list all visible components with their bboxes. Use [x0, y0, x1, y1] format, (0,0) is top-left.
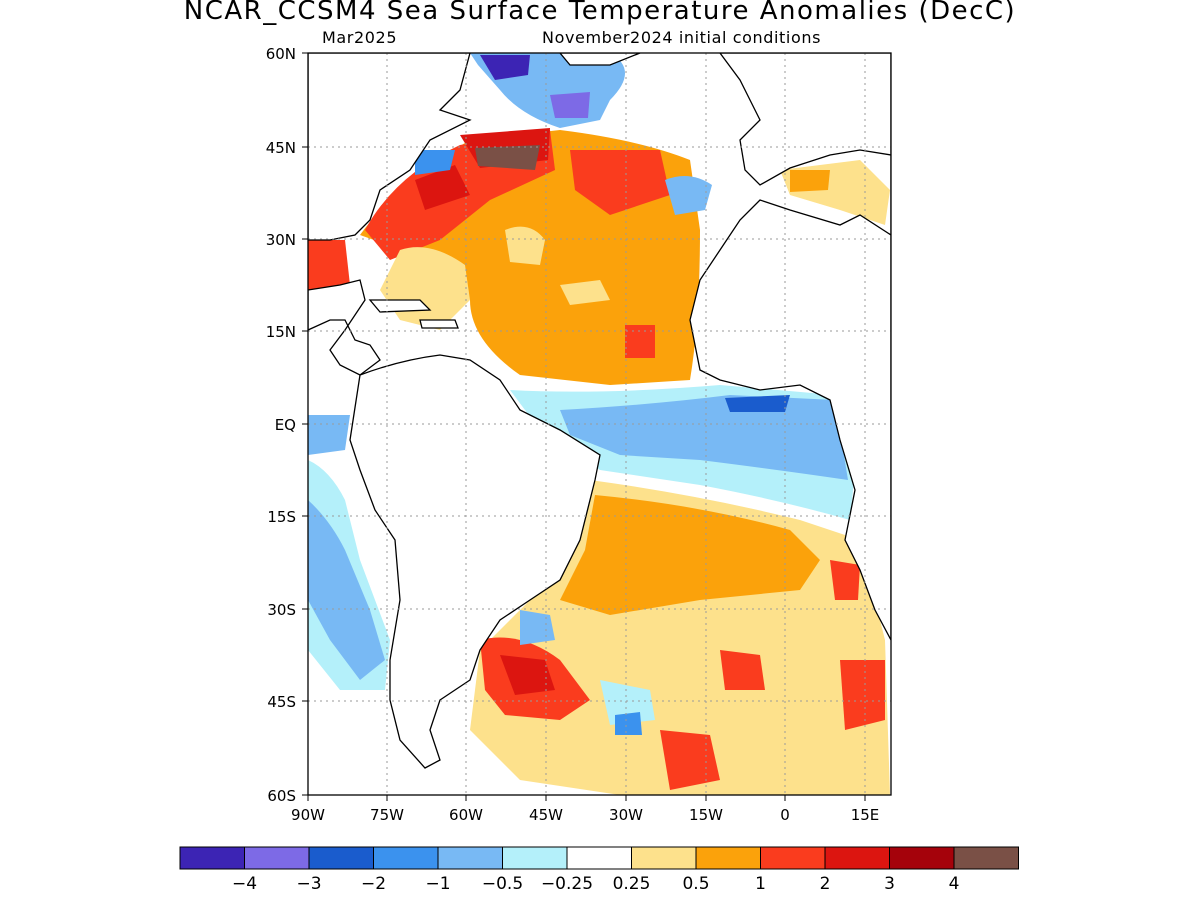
colorbar-label: 3 — [884, 874, 895, 894]
latitude-labels: 60N 45N 30N 15N EQ 15S 30S 45S 60S — [266, 45, 296, 805]
lon-label: 0 — [780, 806, 790, 824]
lat-label: 45N — [266, 139, 296, 157]
land-masses — [308, 53, 891, 769]
south-atlantic-warm-anomaly — [470, 480, 890, 795]
initial-conditions-label: November2024 initial conditions — [542, 28, 822, 47]
axis-ticks — [302, 52, 866, 801]
colorbar-swatch — [373, 846, 439, 870]
lat-label: 60S — [267, 787, 296, 805]
colorbar-swatch — [437, 846, 503, 870]
colorbar-swatch — [502, 846, 568, 870]
colorbar-label: 4 — [949, 874, 960, 894]
colorbar-label: −2 — [361, 874, 386, 894]
lon-label: 15W — [689, 806, 723, 824]
colorbar-swatch — [244, 846, 310, 870]
lat-label: 30S — [267, 601, 296, 619]
south-america-land — [349, 354, 601, 769]
colorbar-label: 0.25 — [613, 874, 651, 894]
lon-label: 45W — [529, 806, 563, 824]
labrador-sea-cold-anomaly — [415, 53, 712, 215]
equatorial-atlantic-cold-anomaly — [308, 385, 855, 520]
lon-label: 60W — [449, 806, 483, 824]
colorbar-label: 2 — [820, 874, 831, 894]
colorbar-swatch — [760, 846, 826, 870]
lat-label: 45S — [267, 693, 296, 711]
colorbar-swatch — [889, 846, 955, 870]
graticule — [308, 53, 891, 795]
colorbar-swatch — [631, 846, 697, 870]
colorbar-label: −0.5 — [482, 874, 523, 894]
longitude-labels: 90W 75W 60W 45W 30W 15W 0 15E — [291, 806, 879, 824]
colorbar-label: −0.25 — [541, 874, 593, 894]
colorbar-swatch — [179, 846, 245, 870]
lon-label: 30W — [609, 806, 643, 824]
colorbar-swatch — [566, 846, 632, 870]
north-america-land — [308, 53, 472, 241]
lat-label: 30N — [266, 231, 296, 249]
lat-label: 60N — [266, 45, 296, 63]
caribbean-islands — [368, 299, 459, 329]
lat-label: EQ — [275, 416, 296, 434]
colorbar-swatch — [824, 846, 890, 870]
pacific-cold-anomaly — [308, 460, 390, 690]
colorbar-swatch — [695, 846, 761, 870]
chart-title: NCAR_CCSM4 Sea Surface Temperature Anoma… — [183, 0, 1017, 26]
colorbar-label: 1 — [755, 874, 766, 894]
colorbar-swatch — [308, 846, 374, 870]
colorbar-label: −1 — [425, 874, 450, 894]
europe-land — [719, 53, 891, 186]
lon-label: 15E — [851, 806, 880, 824]
lat-label: 15N — [266, 323, 296, 341]
lat-label: 15S — [267, 508, 296, 526]
lon-label: 75W — [370, 806, 404, 824]
colorbar-label: −4 — [232, 874, 257, 894]
lon-label: 90W — [291, 806, 325, 824]
colorbar-swatch — [953, 846, 1019, 870]
colorbar-label: 0.5 — [682, 874, 709, 894]
colorbar-label: −3 — [296, 874, 321, 894]
africa-land — [689, 53, 891, 641]
forecast-month-label: Mar2025 — [322, 28, 398, 47]
greenland-land — [559, 53, 641, 66]
